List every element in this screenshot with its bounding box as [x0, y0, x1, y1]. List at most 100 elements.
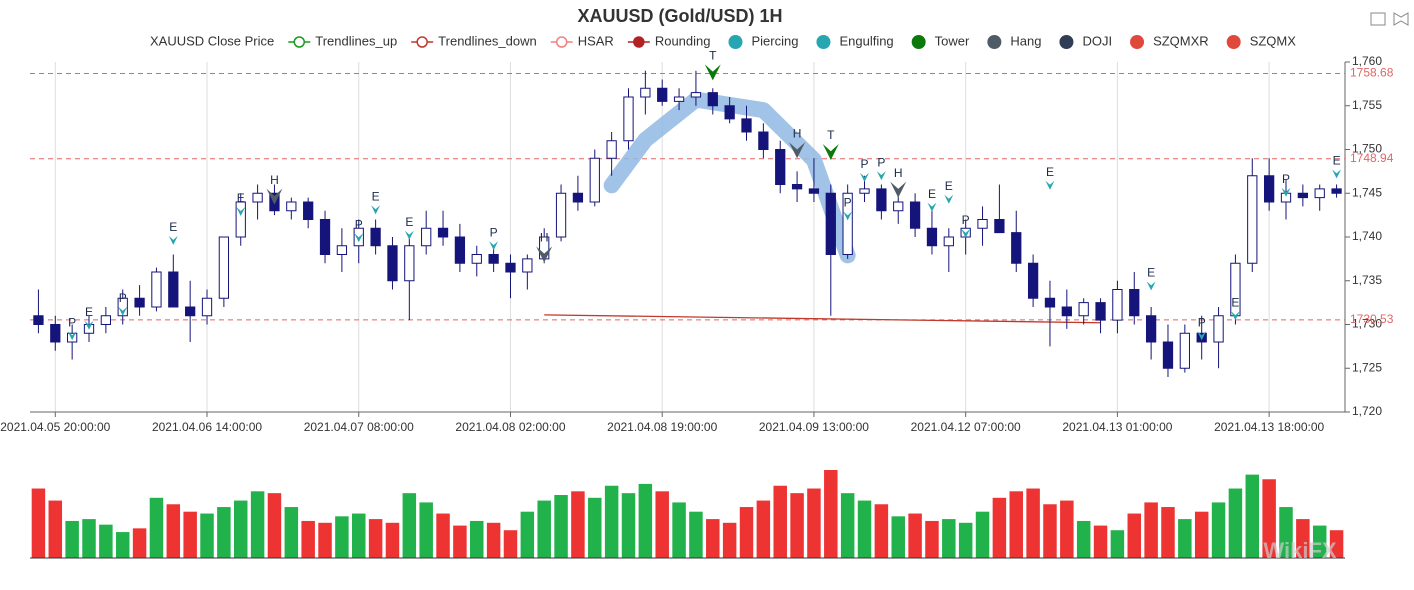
candle-body — [1027, 262, 1039, 299]
volume-bar — [368, 519, 383, 558]
pattern-label: E — [1046, 165, 1054, 179]
pattern-marker — [168, 235, 178, 245]
volume-bar — [402, 493, 417, 558]
candle-body — [168, 271, 179, 308]
volume-bar — [537, 500, 551, 558]
pattern-label: E — [1231, 295, 1239, 309]
chart-title: XAUUSD (Gold/USD) 1H — [577, 6, 782, 26]
legend-symbol — [1059, 35, 1074, 49]
volume-bar — [503, 530, 518, 558]
pattern-label: E — [405, 215, 413, 229]
pattern-marker — [266, 188, 283, 205]
volume-bar — [1329, 530, 1344, 558]
candle-body — [1331, 188, 1342, 194]
legend-item[interactable]: Engulfing — [816, 33, 894, 49]
volume-bar — [739, 507, 754, 558]
volume-bar — [1060, 500, 1074, 558]
legend-symbol — [816, 35, 831, 49]
volume-bar — [1161, 507, 1175, 558]
candle-body — [336, 245, 348, 255]
legend-item[interactable]: XAUUSD Close Price — [150, 33, 274, 48]
candle-body — [235, 201, 246, 238]
pattern-label: E — [372, 189, 380, 203]
legend-item[interactable]: Trendlines_up — [288, 33, 397, 48]
legend-label: Piercing — [751, 33, 798, 48]
volume-bar — [722, 522, 737, 558]
legend-item[interactable]: HSAR — [550, 33, 614, 48]
legend-item[interactable]: Trendlines_down — [411, 33, 537, 48]
candle-body — [33, 315, 44, 325]
volume-bar — [942, 519, 956, 558]
legend-label: XAUUSD Close Price — [150, 33, 274, 48]
pattern-label: H — [270, 173, 279, 187]
pattern-marker — [536, 246, 553, 263]
level-label: 1748.94 — [1350, 151, 1394, 165]
candle-body — [893, 201, 904, 212]
pattern-marker — [354, 233, 364, 243]
trendline — [544, 314, 1101, 324]
y-tick-label: 1,740 — [1352, 229, 1382, 243]
legend-item[interactable]: Tower — [911, 33, 970, 49]
candle-body — [623, 96, 634, 142]
volume-bar — [807, 488, 821, 558]
volume-bar — [638, 483, 653, 558]
y-tick-label: 1,750 — [1352, 142, 1382, 156]
pattern-label: P — [877, 155, 885, 169]
volume-bar — [992, 497, 1007, 558]
pattern-label: E — [1333, 154, 1341, 168]
legend-symbol — [987, 35, 1002, 49]
candle-body — [1112, 289, 1123, 321]
candle-body — [100, 315, 112, 325]
volume-bar — [1110, 530, 1125, 558]
volume-bar — [31, 488, 46, 558]
legend-item[interactable]: DOJI — [1059, 33, 1112, 49]
pattern-marker — [1332, 169, 1342, 179]
candle-body — [252, 192, 263, 203]
y-tick-label: 1,735 — [1352, 273, 1382, 287]
candle-body — [842, 192, 853, 255]
candle-body — [505, 262, 516, 273]
volume-bar — [672, 502, 686, 558]
legend-item[interactable]: SZQMXR — [1130, 33, 1209, 49]
legend-symbol — [1226, 35, 1241, 49]
volume-bar — [183, 511, 197, 558]
volume-bar — [925, 520, 939, 558]
candle-body — [791, 184, 803, 190]
volume-bar — [1245, 474, 1260, 558]
pattern-marker — [404, 230, 414, 240]
zoom-icon[interactable] — [1370, 12, 1386, 26]
candle-body — [555, 192, 567, 238]
pattern-label: E — [928, 187, 936, 201]
toolbar[interactable] — [1370, 12, 1409, 26]
volume-bar — [958, 522, 973, 558]
volume-bar — [874, 504, 889, 558]
pattern-label: P — [962, 213, 970, 227]
y-tick-label: 1,745 — [1352, 185, 1382, 199]
candle-body — [977, 219, 988, 229]
candle-body — [1263, 175, 1275, 203]
candle-body — [404, 245, 415, 282]
pattern-label: E — [85, 305, 93, 319]
candle-body — [185, 306, 196, 317]
volume-bar — [621, 493, 636, 558]
legend-item[interactable]: Hang — [987, 33, 1041, 49]
pattern-label: P — [490, 225, 498, 239]
y-tick-label: 1,720 — [1352, 404, 1382, 418]
legend-item[interactable]: Rounding — [627, 33, 711, 48]
volume-bar — [436, 513, 450, 558]
pattern-marker — [822, 144, 839, 160]
pattern-label: T — [709, 49, 717, 63]
candle-body — [994, 219, 1005, 234]
pattern-label: H — [894, 166, 903, 180]
restore-icon[interactable] — [1393, 12, 1409, 26]
candle-body — [606, 140, 617, 159]
candle-body — [1213, 315, 1224, 343]
pattern-marker — [876, 171, 886, 181]
volume-bar — [267, 493, 282, 558]
volume-bar — [48, 500, 63, 558]
legend-item[interactable]: Piercing — [728, 33, 798, 49]
candle-body — [471, 254, 482, 264]
pattern-label: P — [844, 196, 852, 210]
legend-item[interactable]: SZQMX — [1226, 33, 1297, 49]
pattern-label: H — [540, 231, 549, 245]
